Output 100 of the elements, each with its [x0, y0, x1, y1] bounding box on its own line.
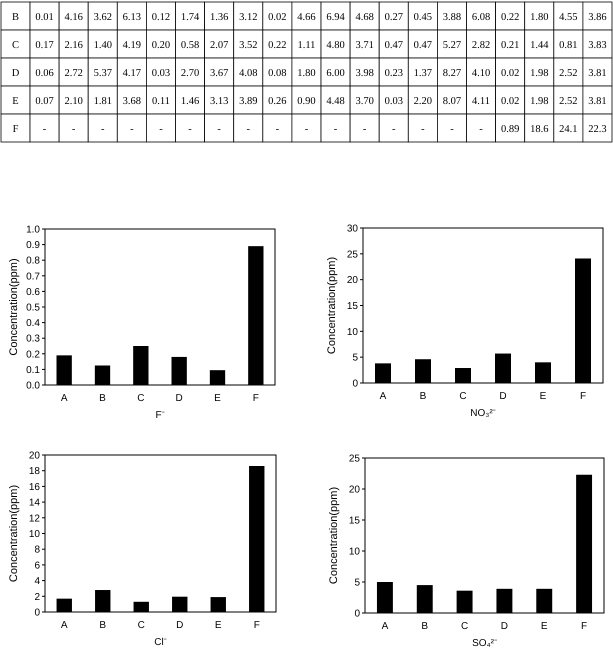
- text: 2.70: [180, 68, 200, 79]
- x-tick-label: A: [382, 621, 389, 632]
- text: 0.02: [500, 96, 520, 107]
- x-axis-title: NO₃²⁻: [470, 408, 497, 419]
- y-tick-label: 0.9: [26, 240, 40, 252]
- y-tick-label: 0: [34, 608, 40, 618]
- text: -: [159, 124, 164, 135]
- text: 0.27: [384, 12, 403, 23]
- text: -: [334, 124, 338, 135]
- text: 2.52: [559, 96, 578, 107]
- text: 3.70: [355, 96, 374, 107]
- x-tick-label: C: [138, 620, 145, 631]
- text: 1.40: [94, 40, 112, 51]
- x-axis-title: F⁻: [155, 410, 166, 421]
- y-tick-label: 10: [346, 326, 358, 338]
- text: C: [12, 40, 20, 51]
- text: 4.48: [326, 96, 345, 107]
- text: 2.72: [64, 68, 83, 79]
- y-tick-label: 2: [34, 592, 40, 603]
- text: 2.20: [414, 96, 432, 107]
- text: 1.37: [414, 68, 432, 79]
- text: D: [12, 68, 20, 79]
- text: 0.02: [268, 12, 287, 23]
- y-tick-label: 0.3: [26, 334, 40, 345]
- y-tick-label: 5: [354, 578, 360, 588]
- text: 1.46: [180, 96, 200, 107]
- text: 4.80: [326, 40, 345, 51]
- y-tick-label: 0.8: [26, 256, 40, 267]
- text: 22.3: [588, 124, 607, 135]
- text: 0.08: [268, 68, 287, 79]
- text: 4.66: [297, 12, 316, 23]
- text: 4.16: [64, 12, 83, 23]
- y-tick-label: 14: [28, 498, 40, 509]
- y-tick-label: 10: [348, 546, 360, 558]
- text: 0.90: [297, 96, 316, 107]
- text: 0.21: [500, 40, 520, 51]
- y-tick-label: 6: [34, 560, 40, 572]
- text: 0.89: [500, 124, 520, 135]
- y-tick-label: 20: [28, 450, 40, 462]
- y-tick-label: 0: [354, 608, 360, 620]
- text: 6.00: [326, 68, 345, 79]
- text: -: [362, 124, 367, 135]
- x-tick-label: D: [499, 391, 507, 402]
- text: -: [304, 124, 309, 135]
- text: 8.07: [442, 96, 462, 107]
- x-tick-label: B: [420, 391, 427, 402]
- text: -: [217, 124, 222, 135]
- text: 2.82: [472, 40, 490, 51]
- text: 0.06: [35, 68, 54, 79]
- text: 4.55: [559, 12, 578, 23]
- text: 0.01: [35, 12, 54, 23]
- text: 0.03: [384, 96, 403, 107]
- text: 3.81: [588, 96, 607, 107]
- y-tick-label: 0.5: [26, 302, 40, 314]
- y-tick-label: 0.1: [26, 364, 40, 376]
- x-tick-label: B: [421, 621, 428, 632]
- x-tick-label: E: [540, 621, 548, 632]
- text: 6.94: [326, 12, 346, 23]
- text: E: [12, 96, 19, 107]
- y-tick-label: 5: [352, 352, 358, 364]
- x-tick-label: A: [60, 620, 68, 631]
- text: 5.27: [442, 40, 462, 51]
- text: 0.26: [268, 96, 287, 107]
- text: 1.80: [297, 68, 316, 79]
- y-tick-label: 25: [346, 249, 358, 260]
- text: 0.02: [500, 68, 520, 79]
- text: -: [72, 124, 76, 135]
- text: 3.83: [588, 40, 607, 51]
- text: 2.07: [210, 40, 228, 51]
- text: B: [12, 12, 20, 23]
- text: 3.67: [210, 68, 228, 79]
- x-tick-label: B: [99, 620, 106, 631]
- text: 18.6: [530, 124, 548, 135]
- text: 6.13: [122, 12, 142, 23]
- text: 3.86: [588, 12, 607, 23]
- x-tick-label: C: [460, 621, 468, 632]
- text: 8.27: [442, 68, 462, 79]
- y-tick-label: 10: [28, 529, 40, 540]
- y-tick-label: 30: [346, 224, 358, 234]
- x-tick-label: E: [540, 391, 547, 402]
- y-tick-label: 0.4: [26, 318, 40, 330]
- x-tick-label: C: [459, 391, 467, 402]
- x-tick-label: D: [500, 621, 508, 632]
- x-tick-label: F: [252, 393, 259, 404]
- text: 4.68: [355, 12, 374, 23]
- text: 0.81: [559, 40, 578, 51]
- text: 1.81: [94, 96, 112, 107]
- y-axis-title: Concentration(ppm): [8, 258, 20, 356]
- text: 1.98: [530, 68, 548, 79]
- text: -: [188, 124, 192, 135]
- text: 0.03: [152, 68, 170, 79]
- y-tick-label: 0.6: [26, 286, 40, 298]
- y-tick-label: 8: [34, 544, 40, 556]
- text: 4.10: [472, 68, 490, 79]
- x-tick-label: A: [60, 393, 68, 404]
- y-axis-title: Concentration(ppm): [328, 486, 340, 584]
- text: 4.19: [122, 40, 142, 51]
- y-tick-label: 0: [352, 378, 358, 390]
- text: 1.98: [530, 96, 548, 107]
- text: 3.71: [355, 40, 374, 51]
